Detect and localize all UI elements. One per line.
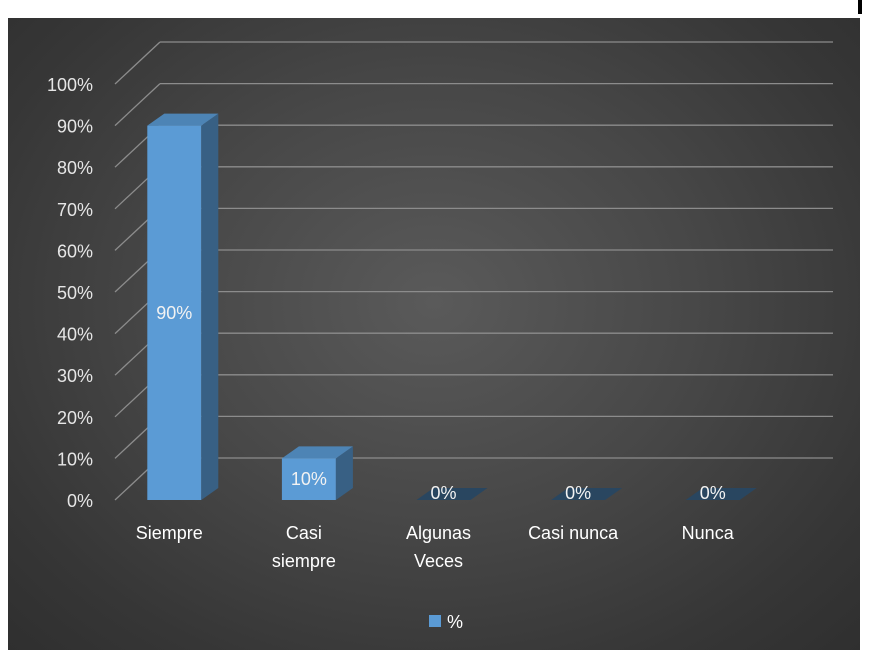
y-axis-ticks: 0% 10% 20% 30% 40% 50% 60% 70% 80% 90% 100% (47, 75, 93, 511)
y-tick-label: 80% (57, 158, 93, 178)
data-labels: 90% 10% 0% 0% 0% (156, 303, 725, 503)
data-label: 10% (291, 469, 327, 489)
bar-top (416, 488, 488, 500)
y-tick-label: 30% (57, 366, 93, 386)
data-label: 90% (156, 303, 192, 323)
x-category-label: Nunca (682, 523, 735, 543)
data-label: 0% (700, 483, 726, 503)
x-category-label: Casi nunca (528, 523, 619, 543)
data-label: 0% (430, 483, 456, 503)
bar-front (147, 125, 202, 500)
bar (685, 488, 757, 500)
bar-top (551, 488, 623, 500)
bar (147, 113, 219, 500)
bar (551, 488, 623, 500)
x-axis-categories: Siempre Casi siempre Algunas Veces Casi nunca… (136, 523, 735, 571)
y-tick-label: 20% (57, 408, 93, 428)
bar-top (281, 446, 353, 459)
x-category-label: Algunas (406, 523, 471, 543)
gridlines (114, 41, 833, 501)
y-tick-label: 70% (57, 200, 93, 220)
data-label: 0% (565, 483, 591, 503)
gridline-diagonal (114, 83, 161, 127)
y-tick-label: 40% (57, 325, 93, 345)
y-tick-label: 0% (67, 491, 93, 511)
y-tick-label: 100% (47, 75, 93, 95)
bar-top (147, 113, 219, 126)
x-category-label: Casi (286, 523, 322, 543)
bar (416, 488, 488, 500)
y-tick-label: 60% (57, 241, 93, 261)
x-category-label: siempre (272, 551, 336, 571)
bar-front (281, 458, 336, 500)
bar-top (685, 488, 757, 500)
legend: % (429, 612, 463, 632)
legend-label: % (447, 612, 463, 632)
x-category-label: Siempre (136, 523, 203, 543)
gridline-diagonal (114, 41, 161, 85)
bars (147, 113, 757, 500)
bar (281, 446, 353, 500)
y-tick-label: 50% (57, 283, 93, 303)
legend-swatch (429, 615, 441, 627)
bar-side (335, 446, 353, 500)
y-tick-label: 10% (57, 449, 93, 469)
x-category-label: Veces (414, 551, 463, 571)
y-tick-label: 90% (57, 117, 93, 137)
bar-side (201, 113, 219, 500)
